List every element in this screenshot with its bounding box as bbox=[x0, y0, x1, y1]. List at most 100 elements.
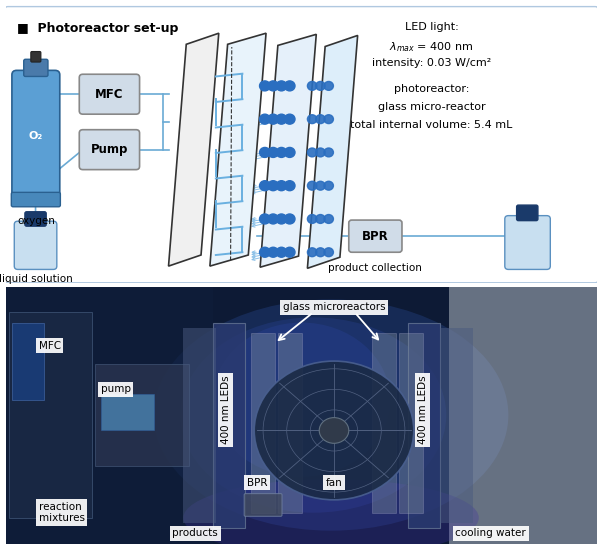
FancyBboxPatch shape bbox=[399, 333, 422, 513]
Circle shape bbox=[284, 214, 295, 224]
Text: product collection: product collection bbox=[328, 264, 422, 273]
FancyBboxPatch shape bbox=[517, 205, 538, 221]
Circle shape bbox=[254, 361, 414, 500]
Circle shape bbox=[316, 181, 325, 190]
FancyBboxPatch shape bbox=[244, 494, 282, 516]
FancyBboxPatch shape bbox=[101, 395, 154, 430]
Circle shape bbox=[260, 247, 270, 257]
Text: BPR: BPR bbox=[247, 478, 268, 488]
Text: reaction
mixtures: reaction mixtures bbox=[38, 502, 85, 524]
Circle shape bbox=[260, 148, 270, 158]
Circle shape bbox=[260, 214, 270, 224]
FancyBboxPatch shape bbox=[95, 363, 189, 467]
Polygon shape bbox=[210, 33, 266, 266]
Text: LED light:: LED light: bbox=[404, 22, 458, 32]
FancyBboxPatch shape bbox=[440, 328, 473, 523]
Text: fan: fan bbox=[326, 478, 343, 488]
FancyBboxPatch shape bbox=[25, 212, 46, 226]
Circle shape bbox=[268, 148, 278, 158]
Circle shape bbox=[284, 181, 295, 191]
Ellipse shape bbox=[213, 323, 390, 477]
Text: cooling water: cooling water bbox=[455, 528, 526, 538]
Text: glass micro-reactor: glass micro-reactor bbox=[378, 102, 485, 112]
Ellipse shape bbox=[181, 317, 446, 513]
Circle shape bbox=[316, 115, 325, 124]
FancyBboxPatch shape bbox=[373, 333, 396, 513]
Circle shape bbox=[316, 81, 325, 91]
FancyBboxPatch shape bbox=[5, 7, 598, 283]
FancyBboxPatch shape bbox=[11, 192, 61, 207]
Circle shape bbox=[284, 114, 295, 124]
Text: $\lambda_{max}$ = 400 nm: $\lambda_{max}$ = 400 nm bbox=[389, 40, 474, 54]
Circle shape bbox=[307, 81, 317, 91]
Circle shape bbox=[307, 148, 317, 157]
FancyBboxPatch shape bbox=[408, 323, 440, 528]
Circle shape bbox=[260, 81, 270, 91]
Circle shape bbox=[276, 81, 287, 91]
Ellipse shape bbox=[184, 479, 479, 549]
Text: MFC: MFC bbox=[95, 88, 124, 100]
Circle shape bbox=[307, 115, 317, 124]
Text: oxygen: oxygen bbox=[17, 216, 55, 226]
Ellipse shape bbox=[154, 299, 508, 531]
FancyBboxPatch shape bbox=[14, 221, 57, 270]
Text: O₂: O₂ bbox=[29, 131, 43, 141]
Circle shape bbox=[260, 114, 270, 124]
Circle shape bbox=[324, 248, 334, 257]
Circle shape bbox=[324, 115, 334, 124]
Circle shape bbox=[316, 215, 325, 223]
FancyBboxPatch shape bbox=[31, 52, 41, 62]
FancyBboxPatch shape bbox=[505, 216, 550, 270]
Text: photoreactor:: photoreactor: bbox=[394, 84, 469, 94]
Circle shape bbox=[316, 148, 325, 157]
Circle shape bbox=[268, 181, 278, 191]
Circle shape bbox=[268, 81, 278, 91]
Circle shape bbox=[307, 248, 317, 257]
FancyBboxPatch shape bbox=[79, 74, 140, 114]
FancyBboxPatch shape bbox=[12, 70, 60, 201]
Circle shape bbox=[324, 148, 334, 157]
Circle shape bbox=[319, 418, 349, 443]
Circle shape bbox=[324, 215, 334, 223]
Polygon shape bbox=[260, 35, 316, 267]
FancyBboxPatch shape bbox=[449, 287, 597, 544]
Text: MFC: MFC bbox=[38, 341, 61, 351]
Circle shape bbox=[276, 114, 287, 124]
Circle shape bbox=[276, 247, 287, 257]
Circle shape bbox=[268, 114, 278, 124]
Text: total internal volume: 5.4 mL: total internal volume: 5.4 mL bbox=[350, 120, 513, 130]
Text: products: products bbox=[172, 528, 218, 538]
Text: liquid solution: liquid solution bbox=[0, 274, 73, 284]
Circle shape bbox=[284, 247, 295, 257]
Circle shape bbox=[284, 148, 295, 158]
Circle shape bbox=[276, 181, 287, 191]
FancyBboxPatch shape bbox=[79, 130, 140, 170]
Circle shape bbox=[284, 81, 295, 91]
Text: intensity: 0.03 W/cm²: intensity: 0.03 W/cm² bbox=[372, 58, 491, 68]
Text: ■  Photoreactor set-up: ■ Photoreactor set-up bbox=[17, 22, 178, 35]
FancyBboxPatch shape bbox=[24, 59, 48, 76]
Circle shape bbox=[268, 214, 278, 224]
FancyBboxPatch shape bbox=[278, 333, 302, 513]
FancyBboxPatch shape bbox=[251, 333, 275, 513]
Text: BPR: BPR bbox=[362, 229, 389, 243]
Circle shape bbox=[260, 181, 270, 191]
Circle shape bbox=[324, 181, 334, 190]
Circle shape bbox=[276, 214, 287, 224]
Circle shape bbox=[276, 148, 287, 158]
FancyBboxPatch shape bbox=[12, 323, 44, 400]
Circle shape bbox=[307, 215, 317, 223]
Text: 400 nm LEDs: 400 nm LEDs bbox=[221, 376, 231, 444]
Circle shape bbox=[316, 248, 325, 257]
Circle shape bbox=[307, 181, 317, 190]
FancyBboxPatch shape bbox=[213, 323, 245, 528]
Text: 400 nm LEDs: 400 nm LEDs bbox=[418, 376, 428, 444]
FancyBboxPatch shape bbox=[6, 287, 597, 544]
Text: pump: pump bbox=[101, 384, 131, 394]
FancyBboxPatch shape bbox=[6, 287, 213, 544]
Text: glass microreactors: glass microreactors bbox=[283, 302, 385, 312]
Circle shape bbox=[324, 81, 334, 91]
FancyBboxPatch shape bbox=[349, 220, 402, 252]
FancyBboxPatch shape bbox=[184, 328, 216, 523]
FancyBboxPatch shape bbox=[9, 312, 92, 518]
